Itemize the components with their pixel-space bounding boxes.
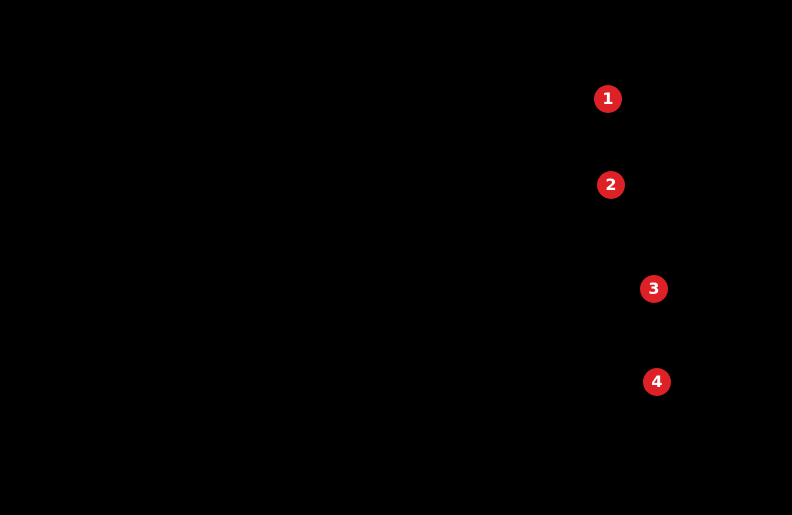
annotation-marker-3[interactable]: 3 (640, 275, 668, 303)
annotation-marker-1[interactable]: 1 (594, 85, 622, 113)
annotation-marker-4[interactable]: 4 (643, 368, 671, 396)
annotation-marker-2[interactable]: 2 (597, 171, 625, 199)
